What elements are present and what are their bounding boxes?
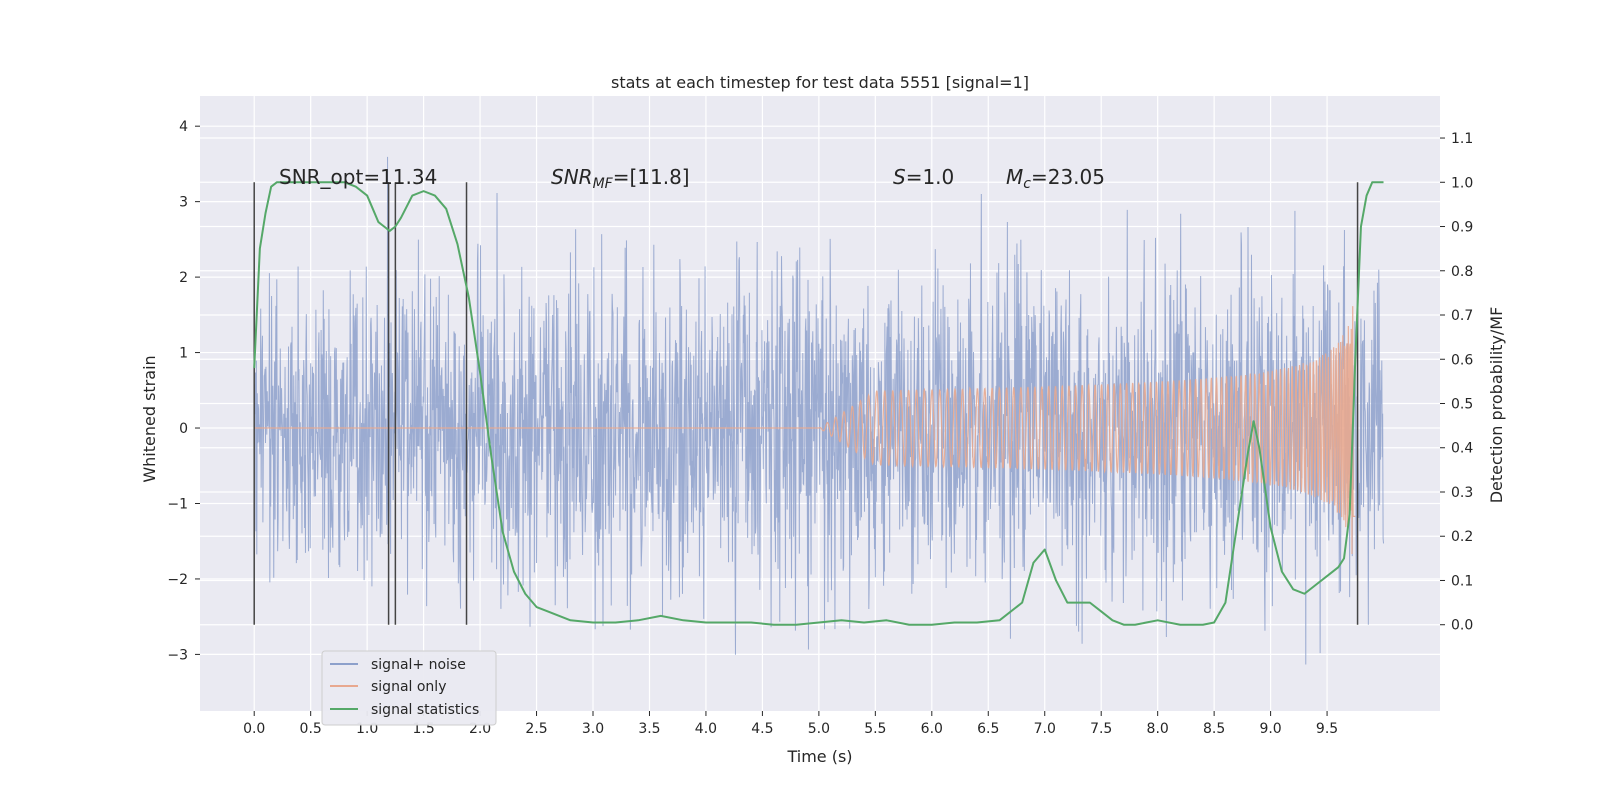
vertical-markers: [253, 182, 1359, 625]
legend-label-signal-statistics: signal statistics: [371, 702, 479, 718]
x-tick-label-14: 7.0: [1034, 721, 1056, 737]
x-tick-label-18: 9.0: [1259, 721, 1281, 737]
y-right-tick-label-1: 0.1: [1451, 573, 1473, 589]
series-signal-noise: [253, 156, 1385, 665]
x-tick-label-1: 0.5: [300, 721, 322, 737]
annotation-snr-mf: SNRMF=[11.8]: [551, 165, 690, 192]
x-tick-label-10: 5.0: [808, 721, 830, 737]
annotation-snr-opt: SNR_opt=11.34: [279, 165, 437, 189]
x-tick-label-8: 4.0: [695, 721, 717, 737]
y-left-tick-label-1: −2: [167, 572, 188, 588]
legend-label-signal-only: signal only: [371, 679, 446, 695]
y-right-tick-label-0: 0.0: [1451, 618, 1473, 634]
annotation-s: S=1.0: [893, 165, 954, 189]
y-left-tick-label-4: 1: [179, 346, 188, 362]
annotation-snr-mf-sub: MF: [593, 176, 614, 192]
annotation-mc-value: =23.05: [1031, 165, 1105, 189]
y-left-tick-label-3: 0: [179, 421, 188, 437]
x-tick-label-17: 8.5: [1203, 721, 1225, 737]
x-tick-label-16: 8.0: [1147, 721, 1169, 737]
y-axis-left-label: Whitened strain: [140, 355, 159, 482]
y-right-tick-label-10: 1.0: [1451, 175, 1473, 191]
signal-statistics-line: [253, 181, 1384, 626]
y-left-tick-label-5: 2: [179, 270, 188, 286]
annotation-mc: Mc=23.05: [1006, 165, 1105, 192]
x-axis-ticks: 0.0 0.5 1.0 1.5 2.0 2.5 3.0 3.5 4.0 4.5 5.0 5.5 6.0 6…: [243, 711, 1338, 737]
y-right-tick-label-4: 0.4: [1451, 441, 1473, 457]
annotation-mc-sub: c: [1023, 176, 1031, 192]
annotations: SNR_opt=11.34 SNRMF=[11.8] S=1.0 Mc=23.0…: [279, 165, 1105, 192]
y-axis-right-label: Detection probability/MF: [1487, 307, 1506, 504]
y-right-tick-label-5: 0.5: [1451, 397, 1473, 413]
x-tick-label-15: 7.5: [1090, 721, 1112, 737]
x-tick-label-7: 3.5: [638, 721, 660, 737]
x-tick-label-9: 4.5: [751, 721, 773, 737]
legend-label-signal-noise: signal+ noise: [371, 657, 466, 673]
legend-box: [321, 650, 497, 726]
y-right-tick-label-2: 0.2: [1451, 529, 1473, 545]
series-signal-statistics: [253, 181, 1384, 626]
y-axis-right-ticks: 0.0 0.1 0.2 0.3 0.4 0.5 0.6 0.7 0.8 0.9 1.0 1.1: [1440, 131, 1473, 634]
y-right-tick-label-3: 0.3: [1451, 485, 1473, 501]
x-tick-label-11: 5.5: [864, 721, 886, 737]
x-tick-label-19: 9.5: [1316, 721, 1338, 737]
x-axis-label: Time (s): [786, 747, 852, 766]
annotation-mc-symbol: M: [1006, 165, 1023, 189]
y-right-tick-label-6: 0.6: [1451, 352, 1473, 368]
x-tick-label-6: 3.0: [582, 721, 604, 737]
x-tick-label-5: 2.5: [525, 721, 547, 737]
x-tick-label-13: 6.5: [977, 721, 999, 737]
chart-title: stats at each timestep for test data 555…: [611, 73, 1029, 92]
legend: signal+ noise signal only signal statist…: [321, 650, 497, 726]
signal-only-line: [254, 306, 1356, 555]
annotation-snr-mf-value: =[11.8]: [613, 165, 690, 189]
series-signal-only: [254, 306, 1356, 555]
y-left-tick-label-7: 4: [179, 119, 188, 135]
y-axis-left-ticks: −3 −2 −1 0 1 2 3 4: [167, 119, 200, 663]
y-right-tick-label-11: 1.1: [1451, 131, 1473, 147]
y-left-tick-label-6: 3: [179, 195, 188, 211]
y-right-tick-label-7: 0.7: [1451, 308, 1473, 324]
x-tick-label-12: 6.0: [921, 721, 943, 737]
annotation-s-symbol: S: [893, 165, 906, 189]
y-left-tick-label-0: −3: [167, 647, 188, 663]
x-tick-label-0: 0.0: [243, 721, 265, 737]
y-right-tick-label-8: 0.8: [1451, 264, 1473, 280]
signal-noise-line: [253, 156, 1385, 665]
y-right-tick-label-9: 0.9: [1451, 220, 1473, 236]
annotation-snr-mf-symbol: SNR: [551, 165, 593, 189]
y-left-tick-label-2: −1: [167, 496, 188, 512]
annotation-s-value: =1.0: [906, 165, 955, 189]
